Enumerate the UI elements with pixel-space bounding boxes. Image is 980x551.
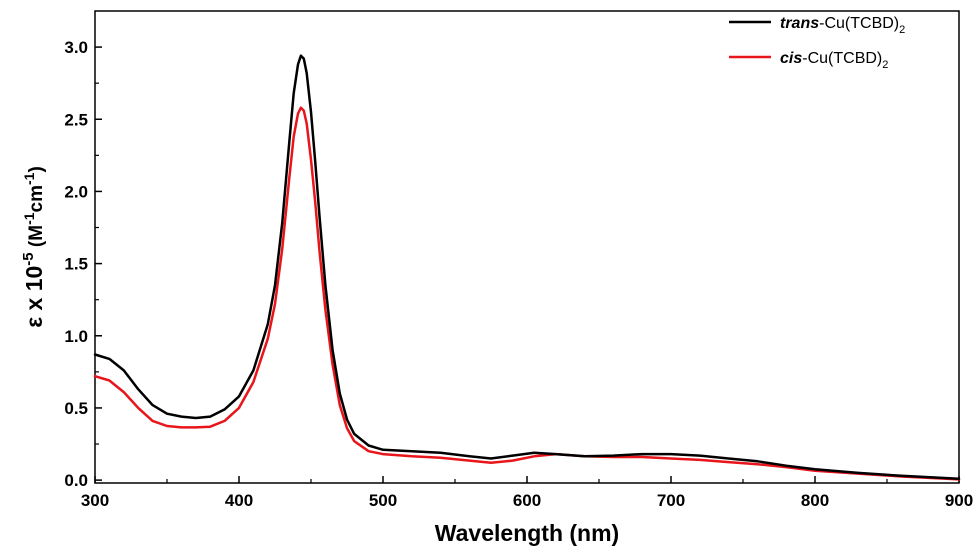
- series-layer: [93, 54, 961, 481]
- y-tick-label: 0.5: [64, 399, 88, 418]
- y-title-unit-mid: cm: [26, 185, 47, 212]
- y-tick-label: 3.0: [64, 38, 88, 57]
- y-tick-label: 1.0: [64, 327, 88, 346]
- y-axis-ticks: 0.0 0.5 1.0 1.5 2.0 2.5 3.0: [64, 38, 102, 490]
- legend-label-trans: trans-Cu(TCBD)2: [780, 15, 905, 36]
- x-tick-label: 600: [513, 491, 541, 510]
- x-axis-ticks: 300 400 500 600 700 800 900: [81, 476, 973, 510]
- y-tick-label: 2.0: [64, 182, 88, 201]
- y-tick-label: 2.5: [64, 110, 88, 129]
- series-line-cis: [93, 106, 961, 481]
- legend-cis-italic: cis: [780, 50, 802, 67]
- legend-trans-italic: trans: [780, 15, 819, 32]
- legend-cis-sub: 2: [882, 59, 888, 71]
- x-tick-label: 400: [225, 491, 253, 510]
- legend: trans-Cu(TCBD)2 cis-Cu(TCBD)2: [729, 15, 905, 71]
- y-title-prefix: ε x 10: [21, 266, 47, 328]
- y-title-unit-open: (M: [26, 225, 47, 252]
- legend-entry-cis: cis-Cu(TCBD)2: [729, 50, 888, 71]
- y-axis-title: ε x 10-5 (M-1cm-1): [20, 166, 47, 328]
- x-tick-label: 700: [657, 491, 685, 510]
- legend-trans-sub: 2: [899, 24, 905, 36]
- x-tick-label: 500: [369, 491, 397, 510]
- x-axis-title: Wavelength (nm): [435, 520, 619, 546]
- x-tick-label: 300: [81, 491, 109, 510]
- y-title-unit-exp2: -1: [21, 172, 37, 185]
- legend-entry-trans: trans-Cu(TCBD)2: [729, 15, 905, 36]
- legend-cis-rest: -Cu(TCBD): [802, 50, 882, 67]
- x-tick-label: 800: [801, 491, 829, 510]
- y-tick-label: 0.0: [64, 471, 88, 490]
- y-title-unit-close: ): [26, 166, 47, 172]
- series-line-trans: [93, 54, 961, 480]
- y-title-unit-exp1: -1: [21, 212, 37, 225]
- y-title-exponent: -5: [20, 252, 37, 265]
- x-tick-label: 900: [945, 491, 973, 510]
- legend-trans-rest: -Cu(TCBD): [819, 15, 899, 32]
- legend-label-cis: cis-Cu(TCBD)2: [780, 50, 888, 71]
- y-tick-label: 1.5: [64, 255, 88, 274]
